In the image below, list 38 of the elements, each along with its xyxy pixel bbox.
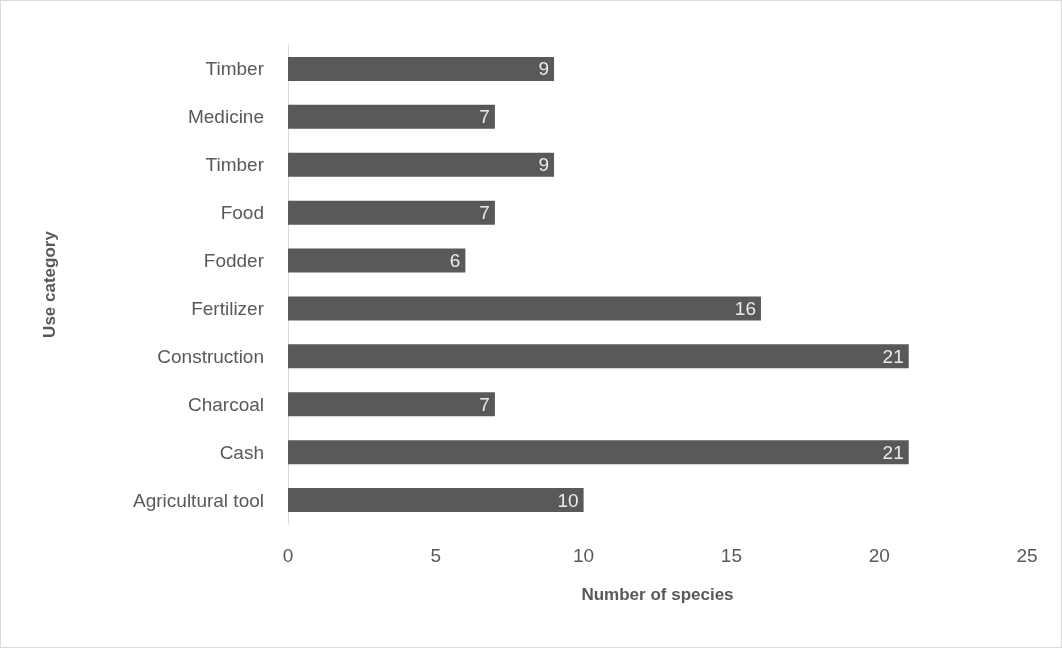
bar — [288, 296, 761, 321]
bar — [288, 104, 495, 129]
x-tick-label: 10 — [573, 545, 595, 566]
bar — [288, 200, 495, 225]
bar — [288, 488, 584, 513]
data-label: 9 — [538, 58, 550, 80]
data-label: 10 — [557, 489, 579, 511]
y-tick-label: Construction — [157, 345, 264, 367]
y-tick-label: Medicine — [187, 106, 264, 128]
y-tick-label: Timber — [205, 58, 265, 80]
bar — [288, 56, 555, 81]
y-tick-label: Fertilizer — [191, 297, 265, 319]
bar — [288, 152, 555, 177]
x-tick-label: 20 — [868, 545, 890, 566]
x-axis-title: Number of species — [581, 585, 734, 604]
bar — [288, 440, 909, 465]
y-tick-label: Cash — [219, 441, 264, 463]
bar — [288, 392, 495, 417]
y-axis-title: Use category — [40, 230, 59, 338]
bar — [288, 344, 909, 369]
data-label: 7 — [479, 106, 490, 128]
data-label: 21 — [882, 345, 904, 367]
x-tick-label: 0 — [282, 545, 294, 566]
x-tick-label: 5 — [430, 545, 442, 566]
y-tick-label: Fodder — [203, 250, 265, 272]
y-tick-label: Charcoal — [187, 393, 264, 415]
data-label: 6 — [449, 250, 461, 272]
x-tick-label: 15 — [720, 545, 742, 566]
bar — [288, 248, 466, 273]
x-tick-label: 25 — [1016, 545, 1038, 566]
data-label: 21 — [882, 441, 904, 463]
data-label: 7 — [479, 393, 490, 415]
data-label: 7 — [479, 202, 490, 224]
y-tick-label: Timber — [205, 154, 265, 176]
data-label: 9 — [538, 154, 550, 176]
data-label: 16 — [734, 297, 756, 319]
y-tick-label: Agricultural tool — [133, 489, 264, 511]
y-tick-label: Food — [220, 202, 264, 224]
